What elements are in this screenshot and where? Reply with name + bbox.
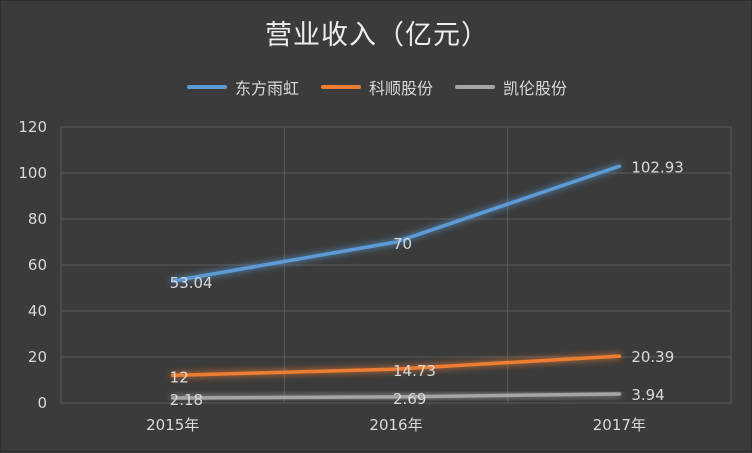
- series-line: [170, 164, 622, 283]
- x-tick-label: 2015年: [146, 416, 199, 434]
- legend-swatch: [455, 85, 495, 89]
- data-label: 12: [170, 368, 189, 386]
- legend-item: 凯伦股份: [455, 75, 567, 99]
- y-tick-label: 60: [28, 256, 47, 274]
- legend: 东方雨虹 科顺股份 凯伦股份: [1, 75, 752, 99]
- data-label: 53.04: [170, 274, 213, 292]
- data-label: 20.39: [631, 348, 674, 366]
- legend-label: 东方雨虹: [234, 79, 299, 98]
- data-label: 14.73: [393, 362, 436, 380]
- x-tick-label: 2017年: [593, 416, 646, 434]
- y-tick-label: 40: [28, 302, 47, 320]
- legend-item: 东方雨虹: [186, 75, 299, 99]
- legend-swatch: [320, 85, 361, 89]
- data-label: 3.94: [631, 386, 664, 404]
- chart-title: 营业收入（亿元）: [265, 20, 489, 51]
- y-tick-label: 120: [18, 118, 47, 136]
- legend-label: 凯伦股份: [503, 79, 568, 98]
- data-label: 102.93: [631, 158, 684, 176]
- y-tick-label: 80: [28, 210, 47, 228]
- series-line: [170, 392, 622, 400]
- x-tick-label: 2016年: [369, 416, 422, 434]
- legend-swatch: [186, 85, 227, 89]
- y-tick-label: 100: [18, 164, 47, 182]
- legend-label: 科顺股份: [368, 79, 433, 98]
- legend-item: 科顺股份: [320, 75, 433, 99]
- series-line: [170, 354, 622, 378]
- data-label: 70: [393, 235, 412, 253]
- data-label: 2.69: [393, 390, 426, 408]
- data-label: 2.18: [170, 391, 203, 409]
- y-tick-label: 20: [28, 348, 47, 366]
- y-tick-label: 0: [37, 394, 47, 412]
